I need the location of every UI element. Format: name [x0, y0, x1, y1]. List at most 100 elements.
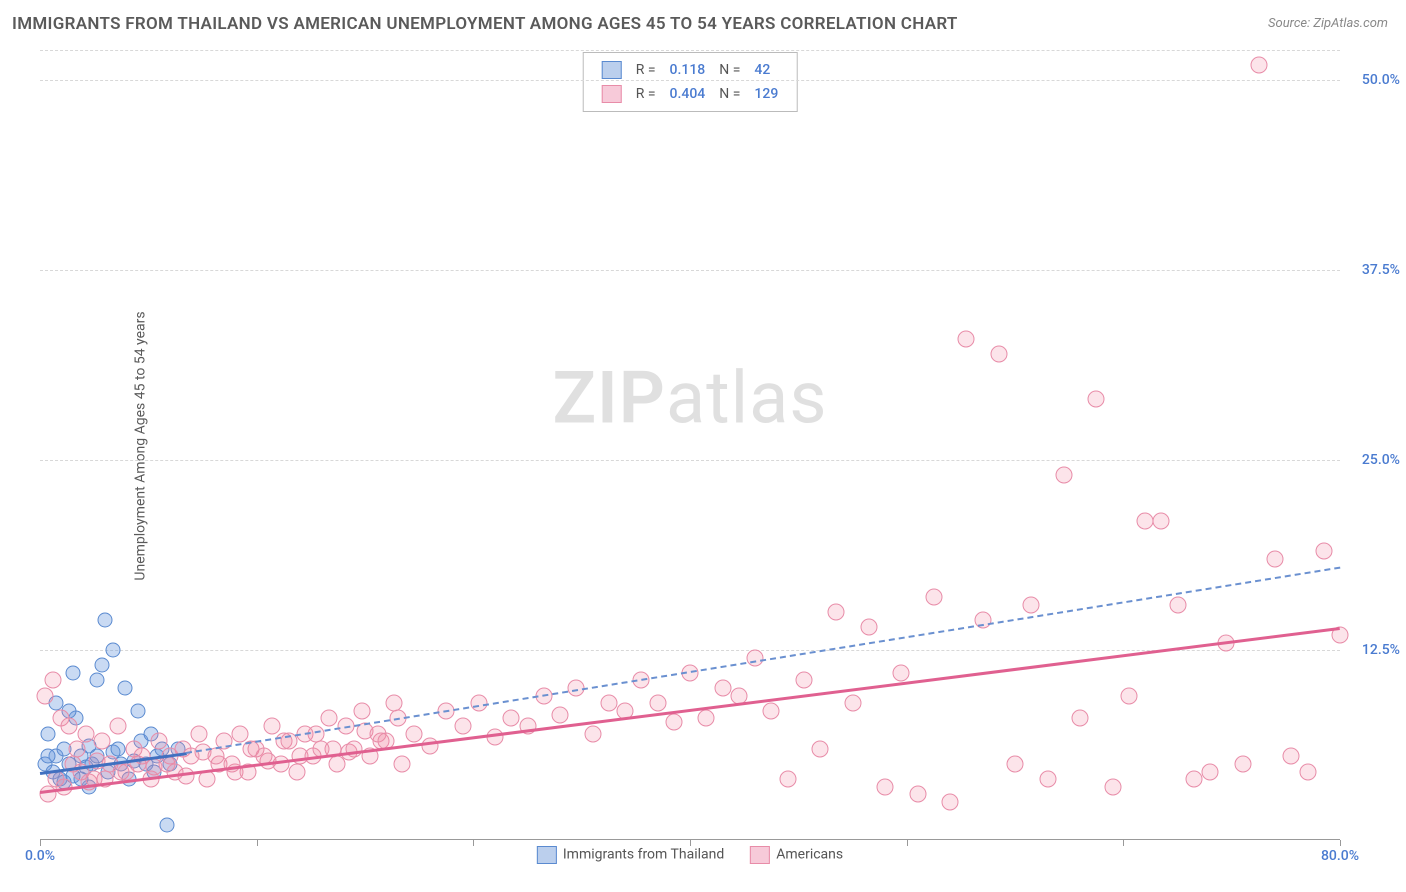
trend-line	[40, 627, 1340, 794]
scatter-point	[117, 681, 132, 696]
scatter-point	[98, 612, 113, 627]
scatter-point	[65, 665, 80, 680]
scatter-point	[909, 786, 926, 803]
scatter-point	[191, 725, 208, 742]
n-value-pink: 129	[748, 83, 784, 105]
scatter-point	[1137, 512, 1154, 529]
gridline	[40, 80, 1340, 81]
r-value-blue: 0.118	[664, 59, 712, 81]
scatter-point	[1250, 57, 1267, 74]
scatter-point	[877, 778, 894, 795]
scatter-point	[150, 733, 167, 750]
scatter-point	[405, 725, 422, 742]
scatter-point	[207, 748, 224, 765]
scatter-point	[763, 702, 780, 719]
scatter-point	[1202, 763, 1219, 780]
x-tick	[1123, 840, 1124, 846]
scatter-point	[454, 718, 471, 735]
scatter-point	[288, 763, 305, 780]
scatter-point	[503, 710, 520, 727]
scatter-point	[1007, 756, 1024, 773]
y-tick-label: 25.0%	[1362, 452, 1400, 468]
scatter-point	[77, 725, 94, 742]
swatch-pink-icon	[602, 85, 622, 103]
legend-row-pink: R = 0.404 N = 129	[596, 83, 785, 105]
scatter-point	[552, 707, 569, 724]
scatter-point	[958, 330, 975, 347]
scatter-point	[93, 733, 110, 750]
scatter-point	[1185, 771, 1202, 788]
series-legend: Immigrants from Thailand Americans	[537, 846, 843, 864]
x-tick	[257, 840, 258, 846]
x-tick	[690, 840, 691, 846]
scatter-point	[36, 687, 53, 704]
scatter-point	[118, 763, 135, 780]
x-tick	[473, 840, 474, 846]
y-tick-label: 12.5%	[1362, 642, 1400, 658]
scatter-point	[130, 703, 145, 718]
scatter-point	[665, 713, 682, 730]
gridline	[40, 460, 1340, 461]
scatter-point	[1072, 710, 1089, 727]
scatter-point	[41, 749, 56, 764]
scatter-point	[94, 658, 109, 673]
scatter-point	[422, 737, 439, 754]
scatter-point	[990, 345, 1007, 362]
scatter-point	[1088, 391, 1105, 408]
scatter-point	[89, 673, 104, 688]
n-label: N =	[713, 59, 746, 81]
source-attribution: Source: ZipAtlas.com	[1268, 16, 1388, 31]
gridline	[40, 270, 1340, 271]
scatter-point	[1283, 748, 1300, 765]
x-tick-label: 0.0%	[25, 848, 55, 864]
scatter-point	[321, 710, 338, 727]
x-tick	[40, 840, 41, 846]
scatter-point	[812, 740, 829, 757]
y-tick-label: 50.0%	[1362, 72, 1400, 88]
scatter-point	[110, 718, 127, 735]
plot-area: ZIPatlas R = 0.118 N = 42 R = 0.404 N = …	[40, 50, 1340, 840]
scatter-point	[893, 664, 910, 681]
scatter-point	[698, 710, 715, 727]
scatter-point	[111, 741, 126, 756]
scatter-point	[1120, 687, 1137, 704]
x-tick	[907, 840, 908, 846]
y-tick-label: 37.5%	[1362, 262, 1400, 278]
scatter-point	[795, 672, 812, 689]
gridline	[40, 50, 1340, 51]
scatter-point	[1039, 771, 1056, 788]
correlation-legend-box: R = 0.118 N = 42 R = 0.404 N = 129	[583, 52, 798, 112]
scatter-point	[264, 718, 281, 735]
scatter-point	[386, 695, 403, 712]
scatter-point	[394, 756, 411, 773]
scatter-point	[231, 725, 248, 742]
scatter-point	[649, 695, 666, 712]
scatter-point	[714, 680, 731, 697]
trend-line	[186, 567, 1340, 754]
legend-row-blue: R = 0.118 N = 42	[596, 59, 785, 81]
scatter-point	[45, 672, 62, 689]
scatter-point	[1023, 596, 1040, 613]
scatter-point	[1299, 763, 1316, 780]
scatter-point	[1267, 550, 1284, 567]
scatter-point	[329, 756, 346, 773]
scatter-point	[844, 695, 861, 712]
r-value-pink: 0.404	[664, 83, 712, 105]
scatter-point	[1104, 778, 1121, 795]
scatter-point	[828, 604, 845, 621]
scatter-point	[1055, 467, 1072, 484]
x-tick-label: 80.0%	[1321, 848, 1359, 864]
scatter-point	[747, 649, 764, 666]
r-label: R =	[630, 59, 662, 81]
swatch-blue-icon	[537, 846, 557, 864]
scatter-point	[584, 725, 601, 742]
chart-container: IMMIGRANTS FROM THAILAND VS AMERICAN UNE…	[0, 0, 1406, 892]
scatter-point	[1234, 756, 1251, 773]
scatter-point	[1169, 596, 1186, 613]
scatter-point	[353, 702, 370, 719]
watermark: ZIPatlas	[552, 355, 827, 440]
swatch-blue-icon	[602, 61, 622, 79]
n-value-blue: 42	[748, 59, 784, 81]
scatter-point	[41, 726, 56, 741]
scatter-point	[159, 817, 174, 832]
